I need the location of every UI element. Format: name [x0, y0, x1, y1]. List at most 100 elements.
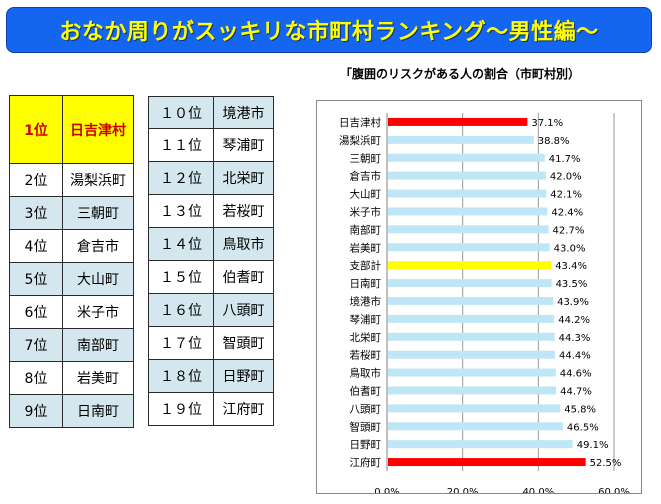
- ranking-row: １３位 若桜町: [148, 194, 274, 228]
- rank-cell: 9位: [9, 394, 63, 428]
- ranking-row: １９位 江府町: [148, 392, 274, 426]
- value-label: 38.8%: [538, 136, 570, 147]
- bar: [388, 189, 547, 198]
- bar: [388, 279, 552, 288]
- rank-cell: 5位: [9, 262, 63, 296]
- bar: [388, 135, 534, 144]
- category-label: 日吉津村: [339, 116, 381, 129]
- x-tick-label: 20.0%: [447, 487, 479, 493]
- category-label: 日南町: [350, 277, 382, 290]
- bar: [388, 171, 546, 180]
- category-label: 岩美町: [350, 241, 382, 254]
- ranking-row: 6位 米子市: [9, 295, 134, 329]
- value-label: 49.1%: [577, 440, 609, 451]
- bar: [388, 458, 586, 467]
- municipality-cell: 日野町: [213, 359, 274, 393]
- rank-cell: 3位: [9, 196, 63, 230]
- category-label: 支部計: [350, 259, 382, 272]
- rank-cell: １９位: [148, 392, 214, 426]
- chart-title: 「腹囲のリスクがある人の割合（市町村別）: [340, 67, 581, 81]
- municipality-cell: 江府町: [213, 392, 274, 426]
- category-label: 倉吉市: [350, 170, 382, 183]
- category-label: 鳥取市: [350, 367, 382, 380]
- value-label: 44.3%: [559, 333, 591, 344]
- bar: [388, 314, 555, 323]
- ranking-table-left: 1位 日吉津村 2位 湯梨浜町 3位 三朝町 4位 倉吉市 5位 大山町 6位 米子市 7位 南部町 8位岩…: [9, 95, 134, 428]
- x-tick-label: 0.0%: [374, 487, 399, 493]
- category-label: 若桜町: [350, 349, 382, 362]
- rank-cell: １２位: [148, 161, 214, 195]
- category-label: 日野町: [350, 439, 382, 451]
- category-label: 三朝町: [350, 153, 382, 165]
- bar: [388, 117, 528, 126]
- municipality-cell: 智頭町: [213, 326, 274, 360]
- ranking-row: １６位 八頭町: [148, 293, 274, 327]
- ranking-row: １５位 伯耆町: [148, 260, 274, 294]
- bar: [388, 261, 552, 270]
- rank-cell: １８位: [148, 359, 214, 393]
- rank-cell: １６位: [148, 293, 214, 327]
- bar: [388, 207, 548, 216]
- ranking-row: 5位 大山町: [9, 262, 134, 296]
- value-label: 42.0%: [550, 172, 582, 183]
- municipality-cell: 岩美町: [62, 361, 134, 395]
- municipality-cell: 北栄町: [213, 161, 274, 195]
- value-label: 44.6%: [560, 369, 592, 380]
- ranking-row: 8位 岩美町: [9, 361, 134, 395]
- value-label: 43.9%: [557, 297, 589, 308]
- bar: [388, 350, 555, 359]
- value-label: 43.5%: [556, 279, 588, 290]
- category-label: 境港市: [350, 295, 382, 308]
- x-tick-label: 60.0%: [598, 487, 630, 493]
- rank-cell: 7位: [9, 328, 63, 362]
- municipality-cell: 境港市: [213, 96, 274, 129]
- ranking-row: １２位 北栄町: [148, 161, 274, 195]
- x-tick-label: 40.0%: [522, 487, 554, 493]
- rank-cell: １１位: [148, 128, 214, 162]
- ranking-row: 3位 三朝町: [9, 196, 134, 230]
- municipality-cell: 倉吉市: [62, 229, 134, 263]
- category-label: 南部町: [350, 223, 382, 236]
- rank-cell: 6位: [9, 295, 63, 329]
- value-label: 44.7%: [560, 386, 592, 397]
- ranking-table-right: １０位 境港市 １１位 琴浦町 １２位 北栄町 １３位 若桜町 １４位 鳥取市 １５位 伯耆町 １６位八…: [148, 96, 274, 426]
- municipality-cell: 米子市: [62, 295, 134, 329]
- ranking-row: １１位 琴浦町: [148, 128, 274, 162]
- rank-cell: 4位: [9, 229, 63, 263]
- bar: [388, 153, 545, 162]
- bar: [388, 368, 556, 377]
- rank-cell: １７位: [148, 326, 214, 360]
- ranking-row: 4位 倉吉市: [9, 229, 134, 263]
- bar: [388, 332, 555, 341]
- category-label: 琴浦町: [350, 313, 382, 326]
- bar-chart: 0.0% 20.0% 40.0% 60.0% 日吉津村 37.1% 湯梨浜町 38.8% 三朝町…: [339, 113, 630, 493]
- category-label: 智頭町: [350, 420, 382, 433]
- value-label: 41.7%: [549, 154, 581, 165]
- value-label: 45.8%: [564, 404, 596, 415]
- category-label: 湯梨浜町: [339, 134, 381, 147]
- municipality-cell: 八頭町: [213, 293, 274, 327]
- rank-cell: １３位: [148, 194, 214, 228]
- category-label: 八頭町: [350, 403, 382, 415]
- page-title: おなか周りがスッキリな市町村ランキング～男性編～: [59, 20, 599, 45]
- ranking-row: 1位 日吉津村: [9, 95, 134, 164]
- chart-frame: 0.0% 20.0% 40.0% 60.0% 日吉津村 37.1% 湯梨浜町 38.8% 三朝町…: [316, 100, 642, 494]
- value-label: 42.7%: [553, 225, 585, 236]
- rank-cell: １０位: [148, 96, 214, 129]
- ranking-row: １７位 智頭町: [148, 326, 274, 360]
- municipality-cell: 琴浦町: [213, 128, 274, 162]
- municipality-cell: 湯梨浜町: [62, 163, 134, 197]
- category-label: 北栄町: [350, 331, 382, 344]
- category-label: 江府町: [350, 456, 382, 469]
- bar: [388, 296, 554, 305]
- category-label: 大山町: [350, 188, 382, 201]
- municipality-cell: 大山町: [62, 262, 134, 296]
- rank-cell: 8位: [9, 361, 63, 395]
- bar: [388, 225, 549, 234]
- ranking-row: 9位 日南町: [9, 394, 134, 428]
- rank-cell: １５位: [148, 260, 214, 294]
- category-label: 米子市: [350, 205, 382, 218]
- value-label: 43.4%: [555, 261, 587, 272]
- rank-cell: 2位: [9, 163, 63, 197]
- rank-cell: １４位: [148, 227, 214, 261]
